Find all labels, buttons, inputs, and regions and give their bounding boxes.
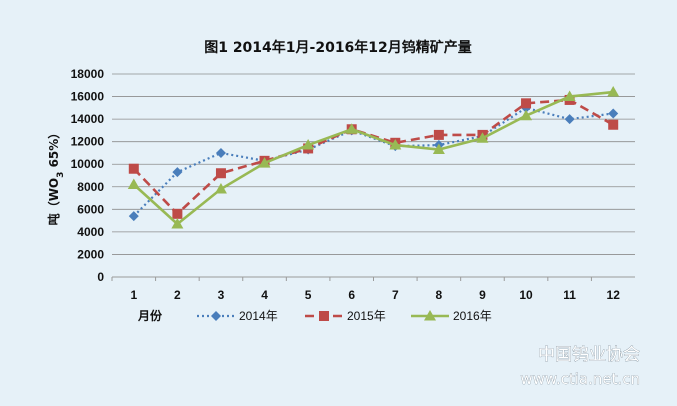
legend-label: 2015年 bbox=[347, 309, 386, 323]
x-tick-label: 8 bbox=[436, 288, 443, 302]
legend-item: 2015年 bbox=[305, 309, 386, 323]
data-point bbox=[521, 98, 532, 109]
x-tick-label: 7 bbox=[392, 288, 399, 302]
y-tick-label: 6000 bbox=[77, 202, 104, 216]
data-point bbox=[172, 208, 183, 219]
data-point bbox=[215, 147, 226, 158]
y-axis-ticks: 0 2000 4000 6000 8000 10000 12000 14000 16000 180… bbox=[71, 67, 105, 284]
data-point bbox=[432, 143, 445, 155]
y-tick-label: 12000 bbox=[71, 135, 105, 149]
legend-label: 2016年 bbox=[453, 309, 492, 323]
x-tick-label: 11 bbox=[563, 288, 576, 302]
series-line bbox=[132, 90, 614, 226]
x-tick-label: 1 bbox=[130, 288, 137, 302]
data-point bbox=[608, 119, 619, 130]
y-tick-label: 10000 bbox=[71, 157, 105, 171]
y-tick-label: 8000 bbox=[77, 180, 104, 194]
y-tick-label: 0 bbox=[97, 270, 104, 284]
data-point bbox=[171, 217, 184, 229]
legend-swatch-marker bbox=[319, 311, 329, 321]
y-axis-label: 吨（WO3 65%） bbox=[46, 127, 66, 226]
data-point bbox=[215, 168, 226, 179]
chart-title: 图1 2014年1月-2016年12月钨精矿产量 bbox=[204, 39, 472, 56]
data-point bbox=[345, 123, 358, 134]
data-point bbox=[563, 90, 576, 102]
data-point bbox=[608, 108, 619, 119]
data-point bbox=[128, 163, 139, 174]
y-tick-label: 4000 bbox=[77, 225, 104, 239]
x-tick-label: 2 bbox=[174, 288, 181, 302]
x-axis-label: 月份 bbox=[137, 308, 163, 323]
data-point bbox=[476, 132, 489, 143]
data-point bbox=[607, 86, 620, 97]
series-line bbox=[132, 98, 614, 216]
data-point bbox=[520, 109, 533, 121]
y-tick-label: 18000 bbox=[71, 67, 105, 81]
legend-item: 2014年 bbox=[197, 309, 278, 323]
legend-item: 2016年 bbox=[411, 309, 492, 323]
series-group bbox=[127, 86, 620, 229]
data-point bbox=[564, 114, 575, 125]
x-tick-label: 4 bbox=[261, 288, 268, 302]
legend-swatch-marker bbox=[424, 310, 436, 321]
x-tick-label: 12 bbox=[607, 288, 621, 302]
x-tick-label: 10 bbox=[519, 288, 533, 302]
x-tick-label: 3 bbox=[218, 288, 225, 302]
legend-swatch-marker bbox=[211, 311, 221, 321]
x-tick-label: 6 bbox=[348, 288, 355, 302]
data-point bbox=[172, 167, 183, 178]
data-point bbox=[258, 157, 271, 168]
y-tick-label: 2000 bbox=[77, 247, 104, 261]
legend-label: 2014年 bbox=[239, 309, 278, 323]
grid-lines bbox=[112, 73, 635, 278]
y-tick-label: 14000 bbox=[71, 112, 105, 126]
x-axis-ticks: 1 2 3 4 5 6 7 8 9 10 11 12 bbox=[111, 277, 621, 302]
series-line bbox=[133, 106, 614, 217]
data-point bbox=[214, 183, 227, 194]
data-point bbox=[302, 139, 315, 150]
series-2015年 bbox=[128, 94, 619, 219]
watermark-name: 中国钨业协会 bbox=[538, 345, 640, 365]
legend: 2014年 2015年 2016年 bbox=[197, 309, 492, 323]
data-point bbox=[433, 129, 444, 140]
x-tick-label: 5 bbox=[305, 288, 312, 302]
data-point bbox=[128, 211, 139, 222]
data-point bbox=[389, 139, 402, 150]
watermark-url: www.ctia.net.cn bbox=[520, 370, 640, 388]
data-point bbox=[127, 178, 140, 190]
series-2016年 bbox=[127, 86, 620, 229]
y-tick-label: 16000 bbox=[71, 90, 105, 104]
x-tick-label: 9 bbox=[479, 288, 486, 302]
